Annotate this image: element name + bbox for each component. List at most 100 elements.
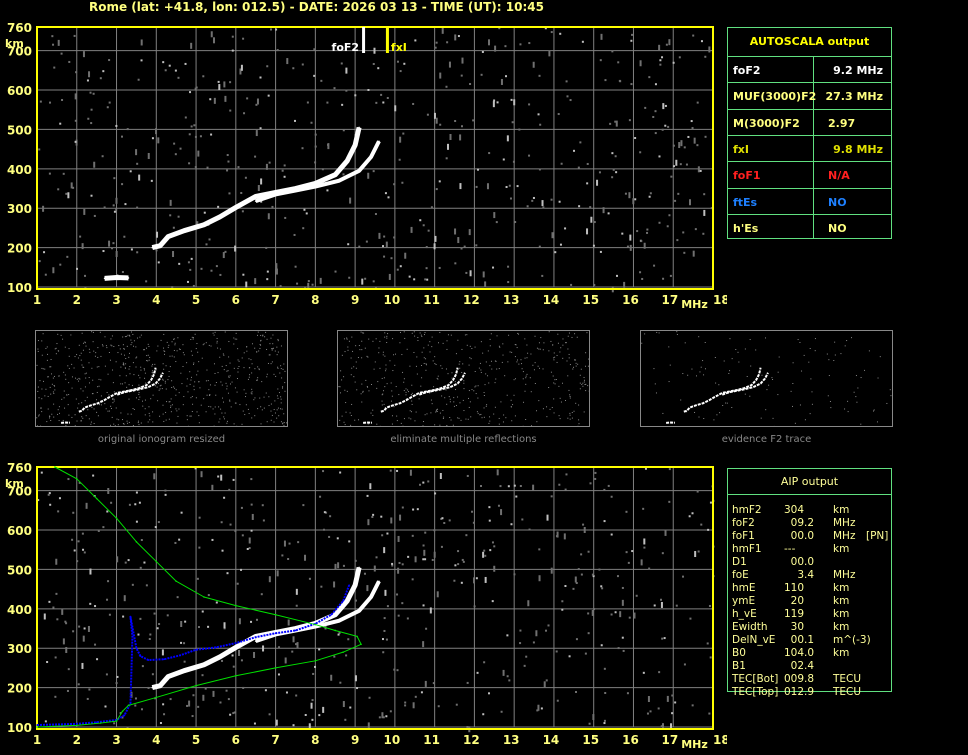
thumb-noise (704, 368, 706, 370)
thumb-noise (280, 365, 282, 367)
trace-point-ordinary (334, 173, 337, 176)
y-tick-label: 200 (7, 682, 32, 696)
trace-point-extraordinary (314, 625, 317, 628)
noise-dot (660, 601, 663, 608)
thumb-noise (58, 406, 60, 408)
noise-dot (211, 484, 214, 491)
thumb-noise (384, 407, 386, 409)
thumb-noise (163, 347, 165, 349)
thumb-noise (36, 364, 38, 366)
thumb-noise (52, 377, 54, 379)
x-tick-label: 9 (351, 293, 359, 307)
noise-dot (141, 665, 144, 668)
trace-point-true_height (360, 643, 362, 646)
thumb-noise (365, 379, 367, 381)
noise-dot (500, 78, 503, 85)
thumb-noise (271, 361, 273, 363)
noise-dot (248, 537, 251, 544)
noise-dot (366, 494, 369, 497)
noise-dot (694, 551, 697, 558)
noise-dot (483, 661, 486, 664)
noise-dot (121, 270, 124, 273)
noise-dot (496, 101, 499, 104)
thumb-noise (554, 356, 556, 358)
thumb-noise (51, 373, 53, 375)
noise-dot (367, 172, 370, 179)
thumb-noise (148, 406, 150, 408)
trace-point-true_height (115, 517, 118, 520)
thumb-noise (257, 331, 259, 333)
x-tick-label: 15 (582, 733, 599, 747)
noise-dot (446, 41, 449, 44)
thumb-noise (123, 348, 125, 350)
noise-dot (210, 31, 213, 38)
thumb-noise (126, 335, 128, 337)
thumb-noise (855, 375, 857, 377)
thumb-noise (449, 401, 451, 403)
thumb-noise (457, 339, 459, 341)
thumb-noise (694, 411, 696, 413)
thumb-noise (127, 334, 129, 336)
noise-dot (134, 503, 137, 506)
trace-point-ordinary (235, 646, 237, 649)
noise-dot (615, 171, 618, 174)
noise-dot (626, 692, 629, 695)
thumb-noise (569, 412, 571, 414)
noise-dot (475, 244, 478, 247)
row-label: MUF(3000)F2 (733, 90, 817, 104)
noise-dot (568, 655, 571, 658)
thumb-noise (810, 378, 812, 380)
thumb-noise (719, 412, 721, 414)
thumb-noise (144, 349, 146, 351)
thumb-noise (221, 412, 223, 414)
thumb-noise (489, 416, 491, 418)
noise-dot (184, 620, 187, 623)
thumb-noise (496, 368, 498, 370)
noise-dot (275, 28, 278, 31)
noise-dot (539, 123, 542, 126)
thumb-noise (198, 415, 200, 417)
thumb-noise (526, 373, 528, 375)
thumb-noise (438, 342, 440, 344)
noise-dot (246, 97, 249, 100)
thumb-noise (130, 331, 132, 333)
thumb-noise (576, 336, 578, 338)
noise-dot (454, 228, 457, 235)
thumb-noise (726, 402, 728, 404)
noise-dot (603, 722, 606, 725)
trace-point-ordinary (346, 600, 348, 602)
thumb-noise (502, 421, 504, 423)
noise-dot (223, 622, 226, 629)
thumb-noise (80, 359, 82, 361)
thumb-noise (194, 333, 196, 335)
thumb-noise (97, 415, 99, 417)
noise-dot (242, 273, 245, 276)
thumb-noise (367, 423, 369, 425)
thumb-noise (571, 412, 573, 414)
noise-dot (283, 175, 286, 178)
noise-dot (254, 155, 257, 158)
noise-dot (333, 581, 336, 588)
thumb-noise (278, 392, 280, 394)
thumb-noise (248, 412, 250, 414)
noise-dot (59, 263, 62, 266)
noise-dot (414, 556, 417, 563)
thumb-noise (355, 367, 357, 369)
noise-dot (625, 551, 628, 554)
thumb-noise (498, 368, 500, 370)
noise-dot (493, 565, 496, 572)
noise-dot (241, 534, 244, 537)
thumb-noise (45, 388, 47, 390)
noise-dot (484, 281, 487, 288)
noise-dot (708, 46, 711, 53)
thumb-noise (377, 381, 379, 383)
thumb-noise (81, 416, 83, 418)
noise-dot (643, 546, 646, 549)
thumb-noise (225, 382, 227, 384)
thumb-noise (425, 358, 427, 360)
noise-dot (484, 576, 487, 583)
noise-dot (223, 81, 226, 88)
aip-unit: km (833, 504, 850, 516)
thumb-noise (383, 403, 385, 405)
thumb-noise (583, 381, 585, 383)
